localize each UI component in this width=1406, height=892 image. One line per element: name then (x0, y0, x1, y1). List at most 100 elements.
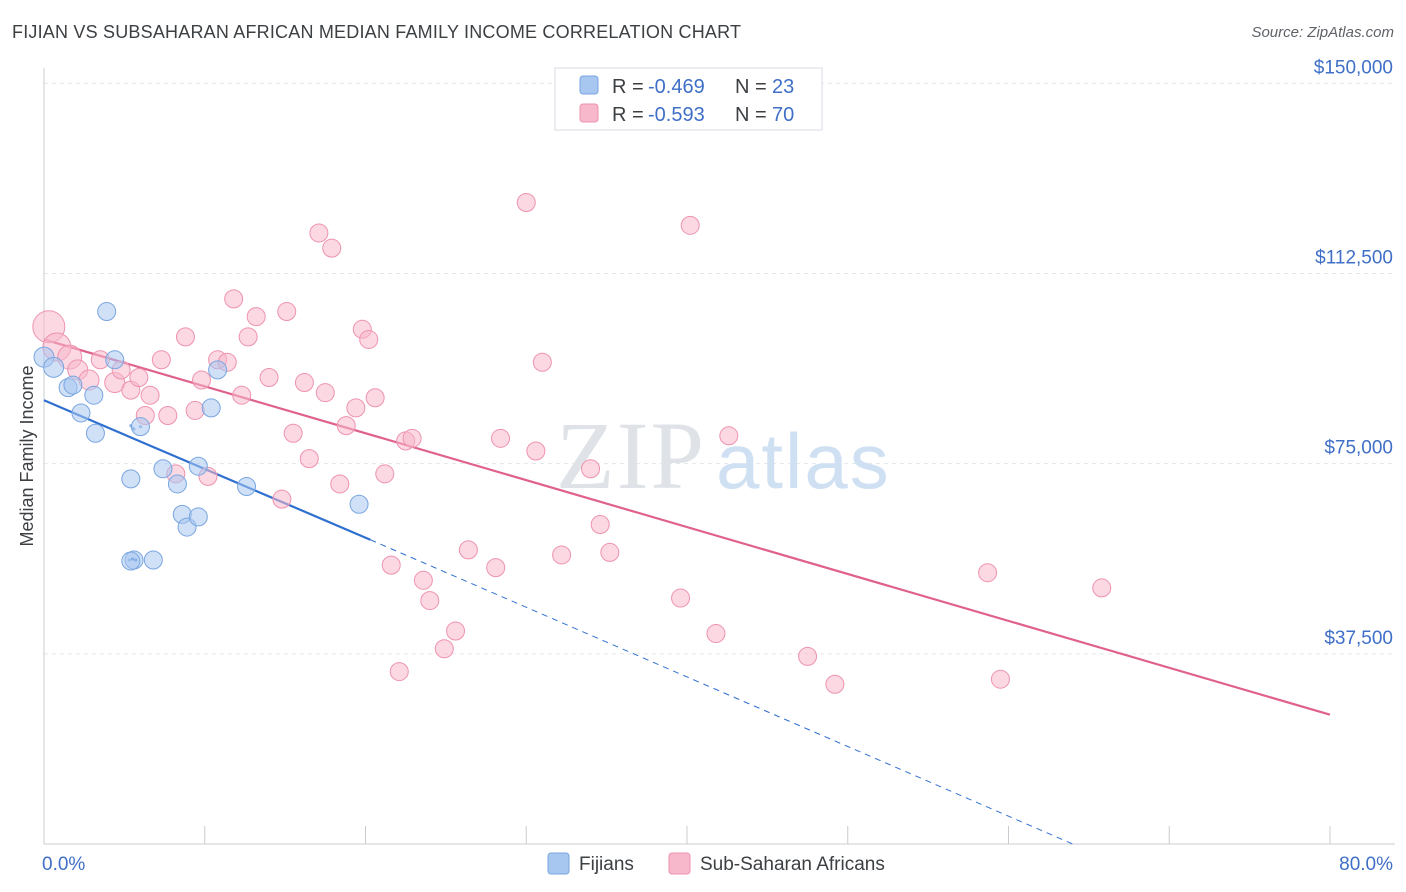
legend-r-value-subsaharan: -0.593 (648, 104, 705, 126)
y-tick-labels: $37,500 $75,000 $112,500 $150,000 (1314, 57, 1393, 648)
point-series-1-38 (359, 329, 379, 349)
y-tick-label-0: $37,500 (1324, 628, 1393, 649)
point-series-1-59 (671, 588, 691, 608)
point-series-1-41 (381, 555, 401, 575)
point-series-1-39 (365, 388, 385, 408)
point-series-1-48 (446, 621, 466, 641)
legend-r-label-fijians: R = (612, 76, 644, 98)
point-series-1-56 (581, 459, 601, 479)
point-series-1-62 (719, 426, 739, 446)
point-series-1-13 (158, 406, 178, 426)
point-series-1-64 (825, 674, 845, 694)
point-series-0-30 (349, 494, 369, 514)
point-series-0-22 (167, 474, 187, 494)
point-series-0-15 (143, 550, 163, 570)
point-series-1-36 (346, 398, 366, 418)
x-ticks (43, 826, 1331, 844)
y-tick-label-3: $150,000 (1314, 57, 1393, 78)
bottom-legend-label-subsaharan: Sub-Saharan Africans (700, 854, 885, 875)
point-series-0-12 (121, 551, 141, 571)
legend-box: R = -0.469 N = 23 R = -0.593 N = 70 (554, 67, 823, 131)
point-series-1-61 (706, 624, 726, 644)
point-series-1-60 (680, 215, 700, 235)
point-series-1-52 (516, 193, 536, 213)
point-series-1-22 (232, 385, 252, 405)
point-series-1-29 (294, 373, 314, 393)
point-series-1-28 (283, 423, 303, 443)
point-series-0-5 (84, 385, 104, 405)
point-series-0-8 (105, 350, 125, 370)
point-series-1-25 (259, 367, 279, 387)
point-series-0-13 (130, 557, 134, 561)
grid-lines (44, 82, 1395, 655)
point-series-0-29 (237, 476, 257, 496)
y-tick-label-1: $75,000 (1324, 438, 1393, 459)
point-series-0-25 (188, 456, 208, 476)
legend-n-value-subsaharan: 70 (772, 104, 794, 126)
point-series-1-17 (192, 370, 212, 390)
point-series-0-3 (63, 375, 83, 395)
point-series-1-24 (246, 307, 266, 327)
point-series-1-44 (402, 428, 422, 448)
trend-extension-series-0 (370, 539, 1073, 845)
point-series-1-12 (151, 350, 171, 370)
x-tick-label-min: 0.0% (42, 854, 85, 875)
trend-line-series-1 (43, 338, 1331, 716)
chart-title: FIJIAN VS SUBSAHARAN AFRICAN MEDIAN FAMI… (12, 22, 742, 42)
point-series-0-6 (85, 423, 105, 443)
point-series-1-65 (978, 563, 998, 583)
point-series-1-63 (798, 646, 818, 666)
watermark-zip: ZIP (556, 402, 706, 509)
bottom-legend-label-fijians: Fijians (579, 854, 634, 875)
point-series-1-57 (590, 515, 610, 535)
point-series-1-67 (1092, 578, 1112, 598)
point-series-1-34 (330, 474, 350, 494)
y-axis-title: Median Family Income (17, 365, 37, 546)
data-points (32, 193, 1112, 694)
y-tick-label-2: $112,500 (1315, 248, 1393, 269)
point-series-0-26 (188, 507, 208, 527)
legend-n-value-fijians: 23 (772, 76, 794, 98)
point-series-1-53 (526, 441, 546, 461)
legend-n-label-fijians: N = (735, 76, 767, 98)
point-series-1-21 (224, 289, 244, 309)
point-series-0-21 (153, 459, 173, 479)
bottom-legend-swatch-fijians (547, 852, 570, 875)
point-series-1-40 (375, 464, 395, 484)
point-series-1-46 (420, 591, 440, 611)
point-series-1-27 (277, 302, 297, 322)
point-series-1-31 (309, 223, 329, 243)
point-series-1-35 (336, 416, 356, 436)
point-series-1-9 (129, 367, 149, 387)
point-series-1-47 (434, 639, 454, 659)
point-series-1-23 (238, 327, 258, 347)
point-series-1-30 (299, 449, 319, 469)
point-series-1-50 (486, 558, 506, 578)
legend-r-label-subsaharan: R = (612, 104, 644, 126)
point-series-0-9 (121, 469, 141, 489)
point-series-1-55 (552, 545, 572, 565)
legend-frame (554, 67, 823, 131)
zipatlas-watermark: ZIP atlas (556, 402, 891, 509)
point-series-1-42 (389, 662, 409, 682)
point-series-1-58 (600, 542, 620, 562)
point-series-0-1 (43, 356, 65, 378)
legend-r-value-fijians: -0.469 (648, 76, 705, 98)
point-series-1-66 (990, 669, 1010, 689)
chart-source: Source: ZipAtlas.com (1251, 24, 1394, 41)
legend-swatch-fijians (579, 75, 599, 95)
x-tick-label-max: 80.0% (1339, 854, 1393, 875)
legend-swatch-subsaharan (579, 103, 599, 123)
point-series-0-27 (201, 398, 221, 418)
point-series-1-11 (140, 385, 160, 405)
point-series-1-32 (315, 383, 335, 403)
point-series-1-33 (322, 238, 342, 258)
point-series-0-20 (130, 417, 150, 437)
legend-n-label-subsaharan: N = (735, 104, 767, 126)
point-series-1-45 (413, 570, 433, 590)
point-series-0-4 (71, 403, 91, 423)
point-series-1-16 (185, 400, 205, 420)
watermark-atlas: atlas (716, 417, 891, 505)
